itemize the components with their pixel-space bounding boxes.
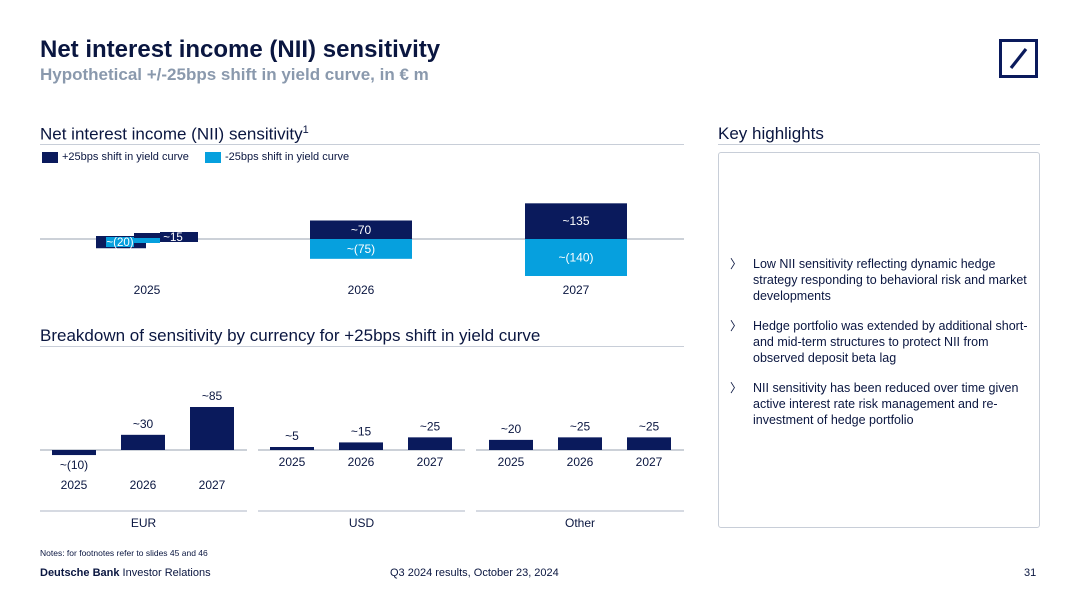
- breakdown-bar: [627, 437, 671, 450]
- nii-bar-plus25: [310, 220, 412, 239]
- breakdown-bar: [270, 447, 314, 450]
- highlights-rule: [718, 144, 1040, 145]
- nii-x-tick-label: 2027: [563, 283, 590, 297]
- highlight-item: 〉 Low NII sensitivity reflecting dynamic…: [730, 257, 1027, 303]
- breakdown-data-label: ~5: [285, 429, 299, 443]
- breakdown-data-label: ~15: [351, 424, 372, 438]
- legend-minus25-label: -25bps shift in yield curve: [225, 151, 350, 163]
- breakdown-x-tick-label: 2026: [348, 455, 375, 469]
- nii-data-label: ~(140): [558, 251, 593, 265]
- breakdown-bar: [339, 442, 383, 450]
- chevron-right-icon: 〉: [730, 257, 743, 271]
- breakdown-bar: [489, 439, 533, 450]
- nii-section-title: Net interest income (NII) sensitivity1: [40, 124, 309, 144]
- nii-bar-minus25: [106, 237, 134, 247]
- page-title: Net interest income (NII) sensitivity: [40, 36, 441, 63]
- breakdown-data-label: ~85: [202, 389, 223, 403]
- page-number: 31: [1024, 567, 1037, 579]
- currency-group-label: USD: [349, 516, 375, 530]
- breakdown-bar: [52, 450, 96, 456]
- nii-data-label: ~70: [351, 223, 372, 237]
- breakdown-data-label: ~25: [570, 419, 591, 433]
- legend-plus25-label: +25bps shift in yield curve: [62, 151, 189, 163]
- currency-group-label: EUR: [131, 516, 157, 530]
- breakdown-data-label: ~30: [133, 417, 154, 431]
- currency-breakdown-chart: ~(10) 2025 ~30 2026 ~85 2027 EUR ~5 2025 ~15 2026 ~…: [40, 389, 684, 530]
- chevron-right-icon: 〉: [730, 319, 743, 333]
- breakdown-x-tick-label: 2025: [279, 455, 306, 469]
- currency-group-label: Other: [565, 516, 595, 530]
- highlight-item: 〉 Hedge portfolio was extended by additi…: [730, 319, 1028, 365]
- nii-data-label: ~135: [562, 214, 589, 228]
- breakdown-bar: [190, 407, 234, 450]
- nii-bar-plus25: [525, 203, 627, 239]
- legend-plus25-swatch: [42, 151, 58, 163]
- deutsche-bank-logo-icon: [999, 39, 1038, 78]
- breakdown-bar: [121, 434, 165, 450]
- nii-section-rule: [40, 144, 684, 145]
- footer-brand: Deutsche Bank Investor Relations: [40, 567, 211, 579]
- highlights-box: [718, 152, 1040, 528]
- breakdown-section-title: Breakdown of sensitivity by currency for…: [40, 326, 541, 345]
- highlight-item: 〉 NII sensitivity has been reduced over …: [730, 381, 1019, 427]
- breakdown-bar: [558, 437, 602, 450]
- footnotes: Notes: for footnotes refer to slides 45 …: [40, 548, 208, 558]
- nii-bar-minus25: [134, 238, 160, 243]
- page-subtitle: Hypothetical +/-25bps shift in yield cur…: [40, 65, 429, 84]
- nii-bar-minus25: [310, 239, 412, 259]
- breakdown-x-tick-label: 2025: [61, 478, 88, 492]
- breakdown-data-label: ~(10): [60, 458, 88, 472]
- nii-data-label: ~15: [163, 232, 183, 244]
- footer-event: Q3 2024 results, October 23, 2024: [390, 567, 559, 579]
- nii-data-label: ~(75): [347, 242, 375, 256]
- breakdown-x-tick-label: 2026: [130, 478, 157, 492]
- breakdown-section-rule: [40, 346, 684, 347]
- breakdown-data-label: ~25: [639, 419, 660, 433]
- breakdown-x-tick-label: 2026: [567, 455, 594, 469]
- breakdown-x-tick-label: 2027: [417, 455, 444, 469]
- breakdown-data-label: ~20: [501, 422, 522, 436]
- breakdown-x-tick-label: 2027: [636, 455, 663, 469]
- nii-x-tick-label: 2026: [348, 283, 375, 297]
- breakdown-data-label: ~25: [420, 419, 441, 433]
- highlights-title: Key highlights: [718, 124, 824, 143]
- breakdown-bar: [408, 437, 452, 450]
- legend-minus25: -25bps shift in yield curve: [205, 151, 349, 163]
- nii-sensitivity-chart: ~(20) ~15 2025 ~70 ~(75) 2026 ~135 ~(140) 2027: [40, 203, 684, 297]
- legend-plus25: +25bps shift in yield curve: [42, 151, 189, 163]
- nii-bar-minus25: [525, 239, 627, 276]
- nii-x-tick-label: 2025: [134, 283, 161, 297]
- nii-data-label: ~(20): [106, 237, 133, 249]
- nii-bar-plus25: [160, 232, 198, 242]
- legend-minus25-swatch: [205, 151, 221, 163]
- breakdown-x-tick-label: 2025: [498, 455, 525, 469]
- chevron-right-icon: 〉: [730, 381, 743, 395]
- breakdown-x-tick-label: 2027: [199, 478, 226, 492]
